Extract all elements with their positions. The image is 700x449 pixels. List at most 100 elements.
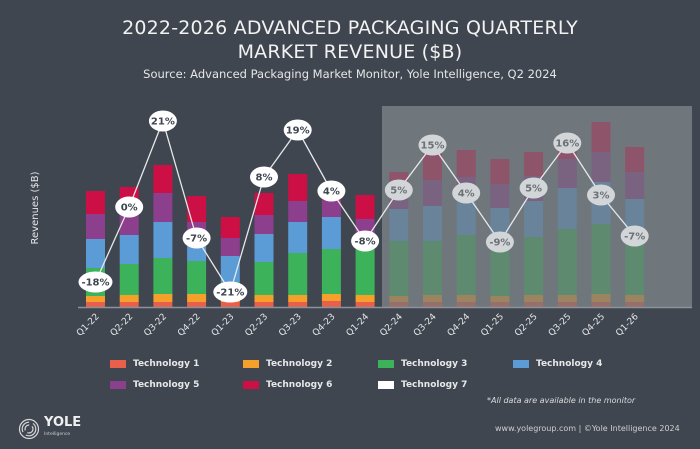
bar-segment [490,302,510,307]
bar-segment [389,296,409,302]
bar-segment [355,248,375,295]
x-tick-label: Q4-23 [311,312,338,339]
bar-segment [625,147,645,172]
bar-Q2-23 [254,193,274,307]
bar-segment [557,188,577,229]
growth-label: -21% [213,281,248,303]
legend-swatch [243,360,259,368]
growth-bubble [78,271,113,293]
bar-segment [423,295,442,302]
bar-segment [490,246,510,296]
bar-segment [86,214,105,239]
bar-segment [423,206,442,241]
bar-segment [153,302,173,307]
bar-segment [254,302,274,307]
x-tick-label: Q1-25 [479,312,506,339]
bar-segment [557,159,577,188]
bar-segment [288,302,308,307]
legend-label: Technology 1 [133,359,200,369]
bar-segment [557,302,577,307]
yole-logo-icon [18,418,40,440]
growth-label: 5% [384,179,413,201]
bar-segment [254,262,274,295]
x-tick-label: Q2-22 [109,312,136,339]
legend-item: Technology 6 [243,380,332,390]
growth-bubble [418,134,447,156]
growth-bubble [148,110,177,132]
bar-segment [86,191,105,214]
bar-segment [557,295,577,302]
bar-segment [321,249,341,294]
legend-item: Technology 1 [110,359,199,369]
bar-segment [423,154,442,180]
growth-bubble [553,132,582,154]
bar-Q1-24 [355,195,375,307]
growth-bubble [283,119,312,141]
growth-bubble [620,225,649,247]
yole-logo: YOLE Intelligence [18,416,81,441]
legend-swatch [110,381,126,389]
growth-bubble [519,177,548,199]
growth-bubble [115,196,144,218]
bar-segment [288,253,308,295]
bar-segment [119,302,139,307]
legend-label: Technology 5 [133,380,200,390]
legend-item: Technology 5 [110,380,199,390]
legend-label: Technology 4 [536,359,603,369]
bar-segment [321,217,341,249]
legend-swatch [378,360,394,368]
bar-segment [625,234,645,295]
x-tick-label: Q4-25 [581,312,608,339]
x-tick-label: Q1-26 [614,312,641,339]
bar-segment [187,261,207,294]
growth-bubble [213,281,248,303]
bar-segment [321,301,341,307]
growth-value: -7% [624,232,645,243]
bar-segment [187,246,207,261]
growth-label: -9% [485,231,514,253]
growth-label: 0% [115,196,144,218]
growth-bubble [587,184,615,206]
growth-value: -9% [489,238,510,249]
bar-segment [625,302,645,307]
growth-value: -18% [81,278,109,289]
bar-Q1-25 [490,159,510,307]
bar-segment [153,222,173,258]
bar-segment [423,180,442,206]
bar-segment [288,201,308,222]
bar-segment [456,200,476,235]
growth-value: -21% [216,288,244,299]
growth-bubble [485,231,514,253]
growth-label: 8% [250,166,278,188]
growth-value: 4% [323,187,340,198]
x-tick-label: Q3-25 [547,312,574,339]
growth-label: -7% [620,225,649,247]
bar-segment [625,172,645,199]
growth-value: 15% [421,141,445,152]
bar-segment [389,302,409,307]
bar-segment [153,193,173,222]
bar-segment [591,122,611,152]
chart-title-line2: MARKET REVENUE ($B) [237,41,463,63]
bar-segment [254,193,274,215]
bar-Q3-24 [423,154,442,307]
growth-value: 21% [151,117,175,128]
growth-bubble [317,180,346,202]
growth-value: 3% [593,191,610,202]
bar-segment [220,302,240,307]
x-tick-label: Q4-24 [446,312,473,339]
bar-Q1-26 [625,147,645,307]
legend-label: Technology 3 [401,359,468,369]
bar-segment [119,295,139,302]
growth-label: 16% [553,132,582,154]
legend-item: Technology 3 [378,359,467,369]
legend-item: Technology 2 [243,359,332,369]
growth-value: 19% [286,126,310,137]
bar-segment [423,241,442,295]
bar-segment [524,201,544,237]
legend-item: Technology 7 [378,380,467,390]
bar-segment [119,235,139,264]
bar-segment [389,241,409,296]
bar-segment [254,295,274,302]
